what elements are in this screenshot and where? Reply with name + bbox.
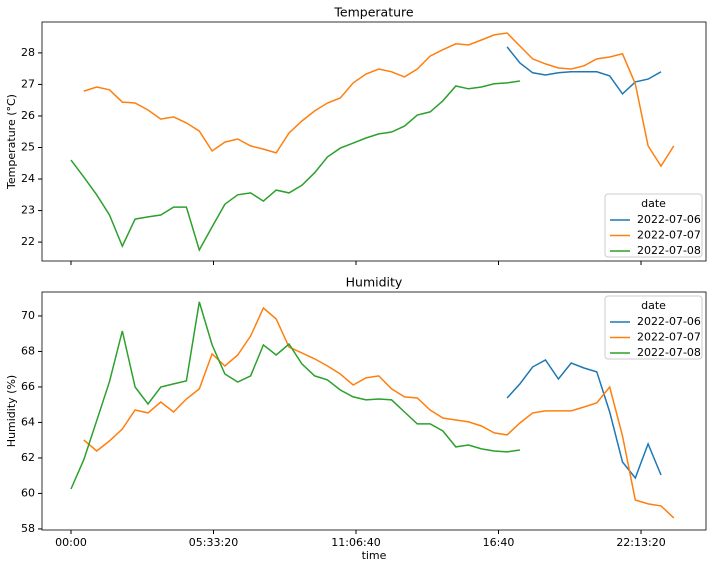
data-line — [506, 359, 662, 480]
legend-label: 2022-07-06 — [637, 315, 701, 328]
plot-frame — [41, 21, 707, 262]
legend: date 2022-07-06 2022-07-07 2022-07-08 — [604, 295, 703, 360]
x-tick-label: 00:00 — [55, 536, 87, 549]
data-line — [83, 32, 675, 168]
data-line — [70, 301, 521, 490]
x-axis-label: time — [362, 549, 387, 562]
y-tick-label: 70 — [21, 309, 35, 322]
chart-title: Temperature — [333, 5, 413, 20]
data-line — [83, 306, 675, 519]
plot-frame — [41, 291, 707, 531]
y-tick-label: 23 — [21, 204, 35, 217]
y-tick-label: 25 — [21, 140, 35, 153]
y-tick-label: 64 — [21, 415, 35, 428]
legend-label: 2022-07-06 — [637, 213, 701, 226]
legend-label: 2022-07-07 — [637, 331, 701, 344]
legend-label: 2022-07-07 — [637, 229, 701, 242]
legend: date 2022-07-06 2022-07-07 2022-07-08 — [604, 193, 703, 258]
y-tick-label: 60 — [21, 486, 35, 499]
y-axis-label: Temperature (°C) — [5, 94, 18, 190]
y-tick-label: 58 — [21, 522, 35, 535]
x-tick-label: 22:13:20 — [616, 536, 665, 549]
y-tick-label: 27 — [21, 77, 35, 90]
x-tick-label: 11:06:40 — [331, 536, 380, 549]
chart-title: Humidity — [346, 275, 403, 290]
legend-frame — [604, 295, 703, 360]
y-tick-label: 68 — [21, 344, 35, 357]
y-tick-label: 22 — [21, 235, 35, 248]
legend-frame — [604, 193, 703, 258]
y-axis-label: Humidity (%) — [5, 375, 18, 447]
data-line — [506, 46, 662, 96]
legend-label: 2022-07-08 — [637, 346, 701, 359]
y-tick-label: 26 — [21, 109, 35, 122]
x-tick-label: 05:33:20 — [189, 536, 238, 549]
legend-label: 2022-07-08 — [637, 244, 701, 257]
data-line — [70, 80, 521, 252]
y-tick-label: 24 — [21, 172, 35, 185]
y-tick-label: 62 — [21, 451, 35, 464]
y-tick-label: 66 — [21, 380, 35, 393]
legend-title: date — [641, 299, 666, 312]
x-tick-label: 16:40 — [483, 536, 515, 549]
legend-title: date — [641, 197, 666, 210]
y-tick-label: 28 — [21, 46, 35, 59]
